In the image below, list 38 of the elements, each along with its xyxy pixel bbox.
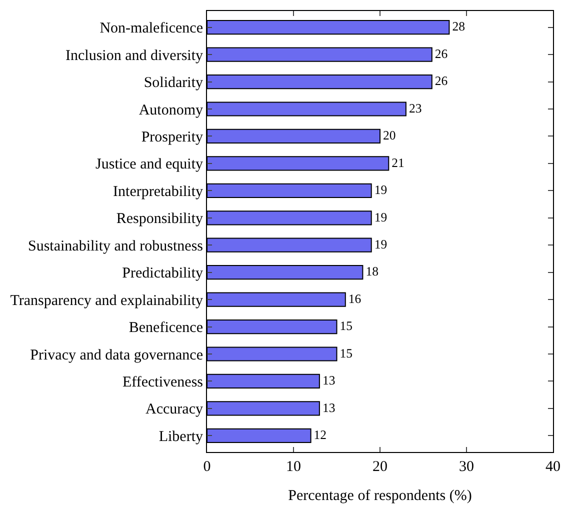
data-label: 16 <box>348 292 362 306</box>
x-tick-label: 20 <box>372 459 388 475</box>
y-tick-label: Solidarity <box>144 75 204 92</box>
y-tick-label: Transparency and explainability <box>10 292 204 309</box>
x-tick-label: 0 <box>203 459 211 475</box>
data-label: 21 <box>392 156 404 170</box>
y-tick-label: Justice and equity <box>96 156 204 173</box>
y-tick-label: Responsibility <box>116 211 204 228</box>
y-tick-label: Inclusion and diversity <box>66 48 204 64</box>
data-label: 13 <box>322 400 336 415</box>
y-tick-label: Effectiveness <box>122 374 204 390</box>
data-label: 18 <box>366 264 378 279</box>
data-label: 15 <box>340 346 353 360</box>
data-label: 13 <box>322 374 336 388</box>
data-label: 15 <box>340 319 353 334</box>
y-tick-label: Prosperity <box>141 129 204 146</box>
y-tick-label: Privacy and data governance <box>30 347 204 364</box>
data-label: 19 <box>374 210 388 224</box>
y-tick-label: Interpretability <box>113 184 204 200</box>
x-tick-label: 40 <box>546 459 560 475</box>
x-axis-title: Percentage of respondents (%) <box>288 488 472 504</box>
y-tick-label: Sustainability and robustness <box>28 238 204 254</box>
x-tick-label: 30 <box>459 459 474 475</box>
y-tick-label: Predictability <box>122 266 204 282</box>
x-tick-label: 10 <box>286 459 301 475</box>
y-tick-label: Autonomy <box>138 102 204 118</box>
data-label: 19 <box>374 183 388 198</box>
y-tick-label: Accuracy <box>146 402 204 418</box>
data-label: 26 <box>434 46 448 61</box>
y-tick-label: Non-maleficence <box>100 20 204 37</box>
data-label: 28 <box>452 20 465 34</box>
data-label: 26 <box>434 74 448 88</box>
data-label: 20 <box>383 128 396 143</box>
data-label: 19 <box>374 238 388 252</box>
y-tick-label: Beneficence <box>128 320 204 336</box>
data-label: 23 <box>408 101 422 116</box>
data-label: 12 <box>314 428 327 442</box>
y-tick-label: Liberty <box>158 428 204 445</box>
